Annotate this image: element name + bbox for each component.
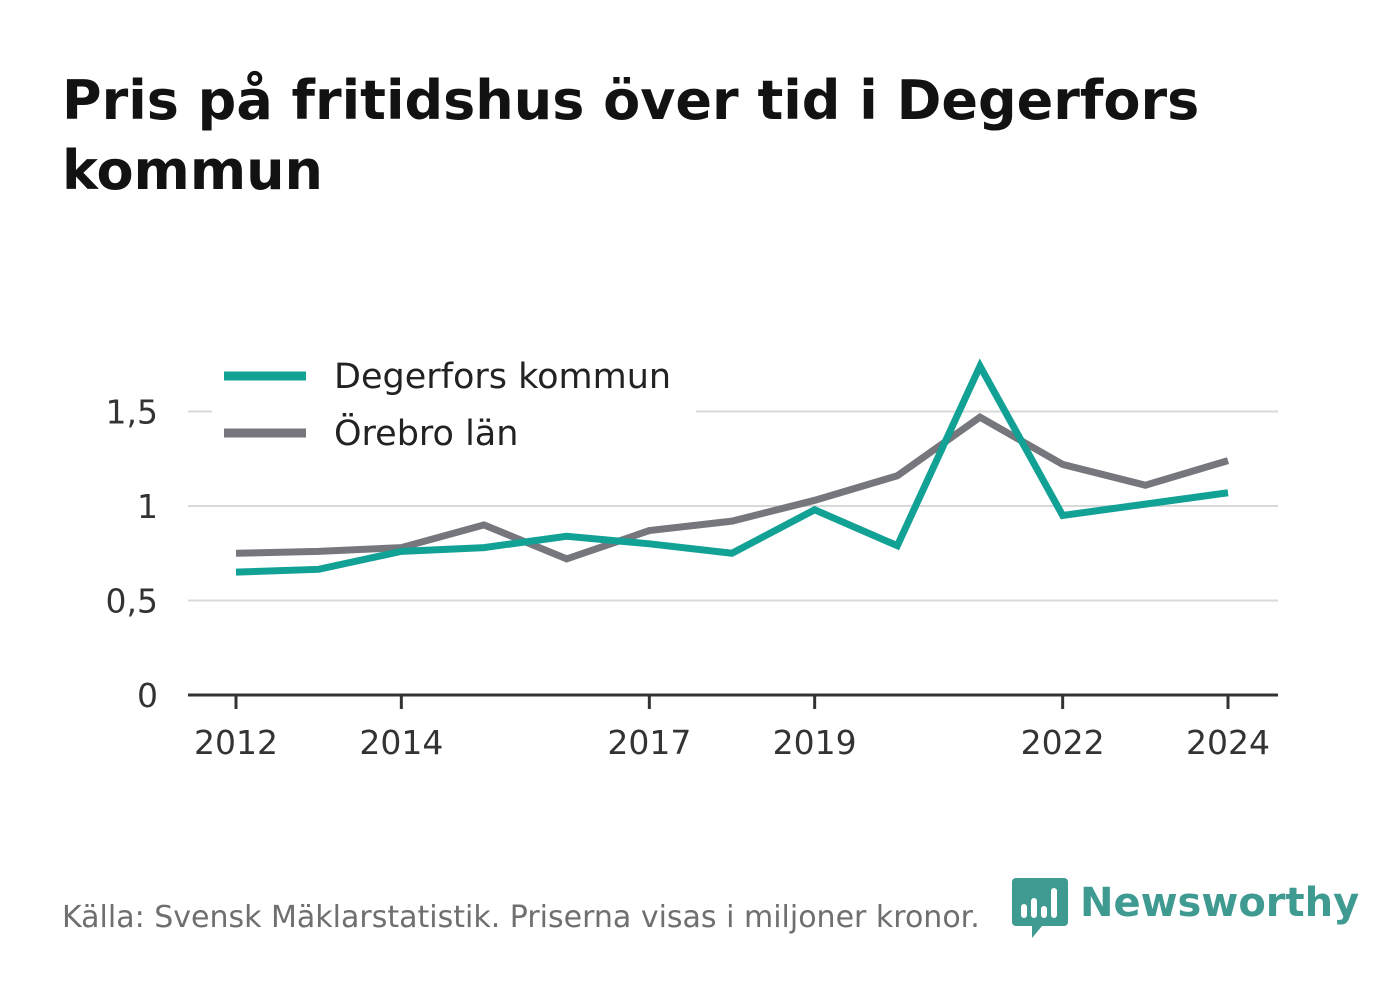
newsworthy-icon bbox=[1012, 878, 1068, 938]
y-axis-ticks: 0 0,5 1 1,5 bbox=[106, 393, 158, 716]
x-tick-label: 2017 bbox=[607, 723, 691, 762]
x-tick-label: 2019 bbox=[773, 723, 857, 762]
x-tick-label: 2012 bbox=[194, 723, 278, 762]
x-tick-label: 2024 bbox=[1186, 723, 1270, 762]
x-tick-label: 2014 bbox=[359, 723, 443, 762]
legend: Degerfors kommun Örebro län bbox=[212, 352, 696, 468]
series-line-degerfors bbox=[235, 358, 1229, 576]
legend-label: Degerfors kommun bbox=[334, 357, 671, 397]
legend-background bbox=[212, 352, 696, 468]
brand-name: Newsworthy bbox=[1080, 880, 1360, 926]
y-tick-label: 1 bbox=[137, 487, 158, 526]
series-line-orebro bbox=[235, 413, 1229, 563]
y-tick-label: 0,5 bbox=[106, 582, 158, 621]
source-note: Källa: Svensk Mäklarstatistik. Priserna … bbox=[62, 900, 980, 935]
chart-title: Pris på fritidshus över tid i Degerfors … bbox=[62, 69, 1200, 202]
y-tick-label: 0 bbox=[137, 676, 158, 715]
x-axis: 2012 2014 2017 2019 2022 2024 bbox=[188, 693, 1278, 762]
legend-label: Örebro län bbox=[334, 412, 518, 454]
x-tick-label: 2022 bbox=[1021, 723, 1105, 762]
series-lines bbox=[235, 358, 1229, 576]
newsworthy-logo: Newsworthy bbox=[1012, 878, 1359, 944]
y-tick-label: 1,5 bbox=[106, 393, 158, 432]
